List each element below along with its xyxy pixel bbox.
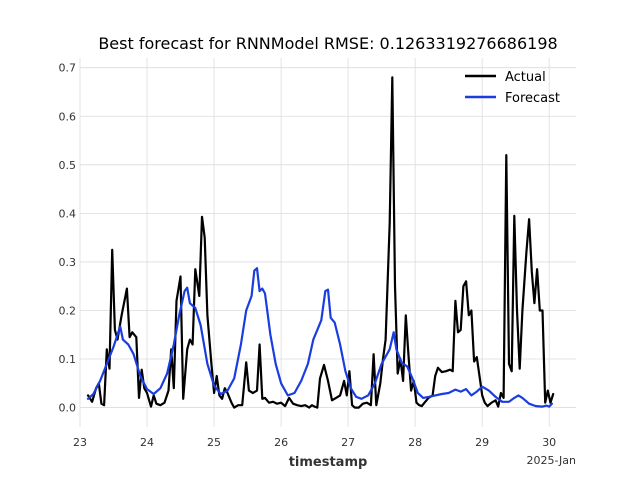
x-tick-label: 26 [274, 436, 288, 449]
x-tick-label: 27 [341, 436, 355, 449]
y-tick-label: 0.6 [59, 110, 77, 123]
y-tick-label: 0.5 [59, 159, 77, 172]
x-axis-label: timestamp [289, 455, 368, 470]
grid [79, 58, 576, 427]
x-tick-label: 23 [73, 436, 87, 449]
legend: Actual Forecast [465, 70, 560, 106]
x-tick-label: 29 [475, 436, 489, 449]
series-line-forecast [86, 267, 553, 408]
legend-label-forecast: Forecast [505, 91, 560, 106]
chart-title: Best forecast for RNNModel RMSE: 0.12633… [98, 34, 557, 53]
x-tick-label: 30 [542, 436, 556, 449]
series-line-actual [86, 76, 555, 409]
x-offset-label: 2025-Jan [526, 454, 576, 467]
y-tick-label: 0.4 [59, 207, 77, 220]
y-tick-label: 0.0 [59, 402, 77, 415]
y-tick-label: 0.2 [59, 304, 77, 317]
y-tick-label: 0.1 [59, 353, 77, 366]
x-tick-label: 24 [140, 436, 154, 449]
x-tick-label: 25 [207, 436, 221, 449]
legend-label-actual: Actual [505, 70, 546, 85]
y-tick-label: 0.7 [59, 62, 77, 75]
tick-labels: 0.0 0.1 0.2 0.3 0.4 0.5 0.6 0.7 23 24 25 26 27 28 29 30 [59, 62, 557, 449]
x-tick-label: 28 [408, 436, 422, 449]
y-tick-label: 0.3 [59, 256, 77, 269]
series-group [86, 76, 555, 409]
